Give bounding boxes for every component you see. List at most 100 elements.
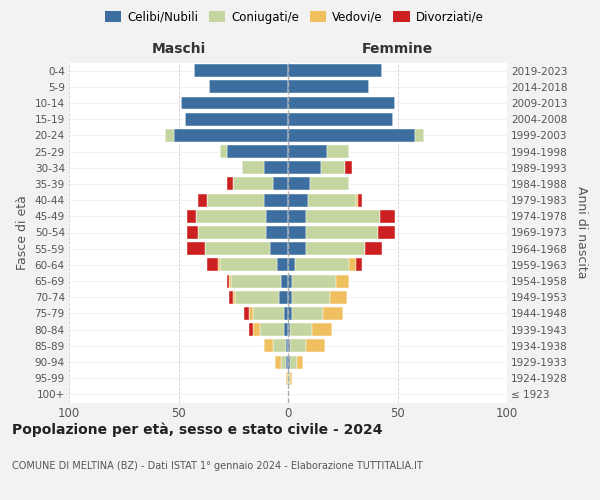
Bar — [229, 291, 233, 304]
Bar — [284, 307, 288, 320]
Bar — [345, 162, 352, 174]
Bar — [380, 210, 395, 223]
Bar — [305, 340, 325, 352]
Bar — [321, 162, 345, 174]
Bar — [312, 323, 332, 336]
Bar — [290, 340, 305, 352]
Bar — [279, 291, 288, 304]
Text: Femmine: Femmine — [362, 42, 433, 56]
Bar — [356, 258, 362, 272]
Y-axis label: Fasce di età: Fasce di età — [16, 195, 29, 270]
Bar — [281, 356, 286, 368]
Bar — [227, 145, 288, 158]
Bar — [266, 210, 288, 223]
Bar — [207, 194, 264, 206]
Bar — [248, 307, 253, 320]
Bar — [288, 210, 305, 223]
Bar — [358, 194, 362, 206]
Bar — [198, 226, 266, 239]
Bar — [272, 340, 286, 352]
Bar — [277, 258, 288, 272]
Bar — [166, 129, 174, 142]
Bar — [272, 178, 288, 190]
Bar — [284, 323, 288, 336]
Y-axis label: Anni di nascita: Anni di nascita — [575, 186, 588, 279]
Bar — [187, 210, 196, 223]
Bar — [292, 291, 329, 304]
Bar — [288, 194, 308, 206]
Bar — [174, 129, 288, 142]
Bar — [271, 242, 288, 255]
Bar — [264, 340, 272, 352]
Bar — [378, 226, 395, 239]
Bar — [336, 274, 349, 287]
Text: Maschi: Maschi — [151, 42, 206, 56]
Bar — [288, 129, 415, 142]
Bar — [329, 291, 347, 304]
Text: Popolazione per età, sesso e stato civile - 2024: Popolazione per età, sesso e stato civil… — [12, 422, 383, 437]
Bar — [288, 356, 290, 368]
Bar — [198, 194, 207, 206]
Bar — [242, 162, 264, 174]
Bar — [328, 145, 349, 158]
Bar — [288, 340, 290, 352]
Bar — [288, 242, 305, 255]
Bar — [290, 356, 297, 368]
Bar — [323, 307, 343, 320]
Bar — [187, 226, 198, 239]
Legend: Celibi/Nubili, Coniugati/e, Vedovi/e, Divorziati/e: Celibi/Nubili, Coniugati/e, Vedovi/e, Di… — [100, 6, 488, 28]
Bar — [295, 258, 349, 272]
Bar — [207, 258, 218, 272]
Bar — [365, 242, 382, 255]
Bar — [310, 178, 349, 190]
Bar — [292, 274, 336, 287]
Bar — [288, 178, 310, 190]
Bar — [290, 372, 292, 384]
Bar — [292, 307, 323, 320]
Bar — [264, 194, 288, 206]
Bar — [288, 64, 382, 77]
Bar — [288, 145, 328, 158]
Bar — [415, 129, 424, 142]
Bar — [205, 242, 271, 255]
Bar — [288, 80, 369, 94]
Bar — [220, 145, 227, 158]
Bar — [253, 323, 260, 336]
Bar — [288, 112, 393, 126]
Bar — [187, 242, 205, 255]
Text: COMUNE DI MELTINA (BZ) - Dati ISTAT 1° gennaio 2024 - Elaborazione TUTTITALIA.IT: COMUNE DI MELTINA (BZ) - Dati ISTAT 1° g… — [12, 461, 423, 471]
Bar — [227, 178, 233, 190]
Bar — [266, 226, 288, 239]
Bar — [264, 162, 288, 174]
Bar — [218, 258, 220, 272]
Bar — [288, 258, 295, 272]
Bar — [275, 356, 281, 368]
Bar — [308, 194, 356, 206]
Bar — [181, 96, 288, 110]
Bar — [227, 274, 229, 287]
Bar — [356, 194, 358, 206]
Bar — [244, 307, 248, 320]
Bar — [288, 307, 292, 320]
Bar — [288, 96, 395, 110]
Bar — [288, 291, 292, 304]
Bar — [229, 274, 231, 287]
Bar — [233, 291, 235, 304]
Bar — [235, 291, 279, 304]
Bar — [260, 323, 284, 336]
Bar — [286, 340, 288, 352]
Bar — [305, 210, 380, 223]
Bar — [305, 226, 378, 239]
Bar — [185, 112, 288, 126]
Bar — [253, 307, 284, 320]
Bar — [286, 356, 288, 368]
Bar — [288, 162, 321, 174]
Bar — [194, 64, 288, 77]
Bar — [220, 258, 277, 272]
Bar — [286, 372, 288, 384]
Bar — [233, 178, 272, 190]
Bar — [248, 323, 253, 336]
Bar — [288, 323, 290, 336]
Bar — [196, 210, 266, 223]
Bar — [288, 226, 305, 239]
